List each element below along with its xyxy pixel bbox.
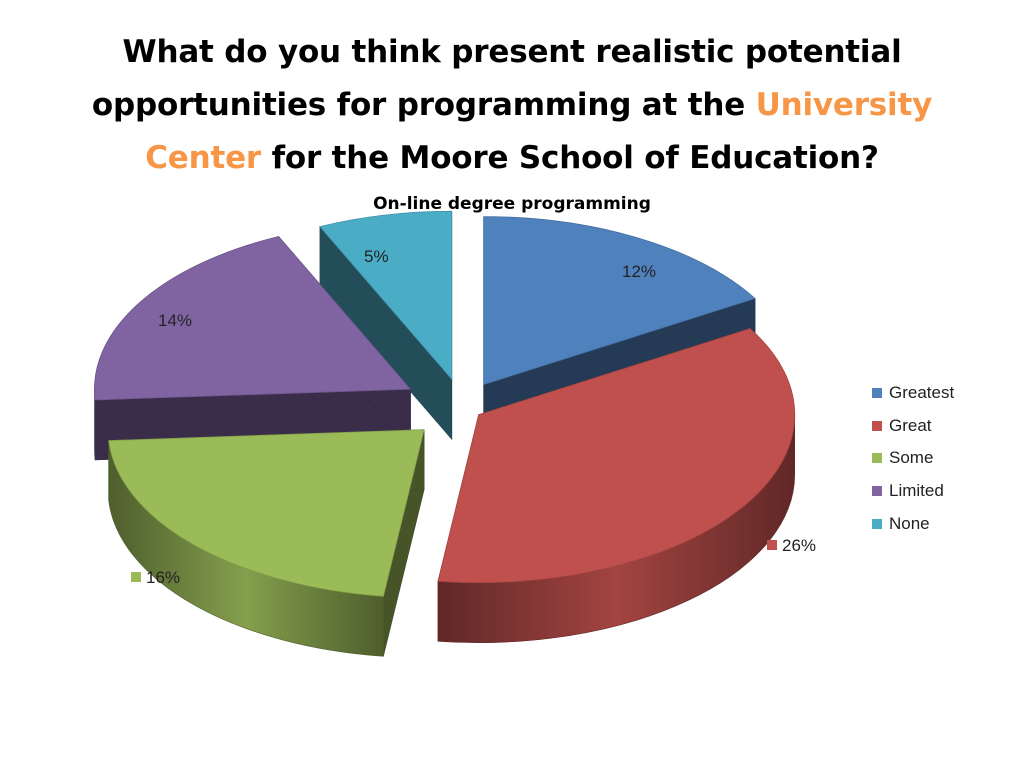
legend-item-great: Great [872,410,954,443]
data-label-marker-some [131,572,141,582]
legend-label-limited: Limited [889,481,944,501]
legend-label-great: Great [889,415,932,435]
chart-title: On-line degree programming [373,194,651,214]
pie-slice-great [437,328,796,643]
pie-slice-top [483,216,756,386]
data-label-some: 16% [146,568,180,587]
pie-slice-top [108,429,425,597]
data-label-marker-limited [143,315,153,325]
legend-label-greatest: Greatest [889,383,955,403]
data-label-limited: 14% [158,311,192,330]
legend-item-some: Some [872,442,954,475]
slide-title-accent-university: University [755,87,933,123]
legend-swatch-none [872,518,882,529]
data-label-marker-greatest [607,266,617,276]
legend-swatch-great [872,420,882,431]
legend-item-none: None [872,507,954,540]
slide-title-line-1: What do you think present realistic pote… [122,34,902,70]
pie-slice-top [437,328,796,584]
legend-label-some: Some [889,448,934,468]
slide-title-line-3b: for the Moore School of Education? [260,140,879,176]
legend-swatch-greatest [872,388,882,399]
slide-title-line-3: Center for the Moore School of Education… [40,132,984,185]
data-label-none: 5% [364,247,389,266]
pie-slice-some [108,429,425,657]
legend-swatch-limited [872,486,882,497]
slide-title-line-2: opportunities for programming at the Uni… [40,79,984,132]
chart-legend: Greatest Great Some Limited None [872,377,954,540]
legend-label-none: None [889,513,930,533]
legend-item-limited: Limited [872,475,954,508]
slide-title: What do you think present realistic pote… [40,26,984,185]
data-label-greatest: 12% [622,262,656,281]
data-label-great: 26% [782,536,816,555]
slide-title-line-2a: opportunities for programming at the [91,87,756,123]
data-label-marker-great [767,540,777,550]
legend-item-greatest: Greatest [872,377,954,410]
pie-slice-top [94,236,412,401]
data-label-marker-none [349,251,359,261]
legend-swatch-some [872,453,882,464]
slide-title-accent-center: Center [145,140,261,176]
